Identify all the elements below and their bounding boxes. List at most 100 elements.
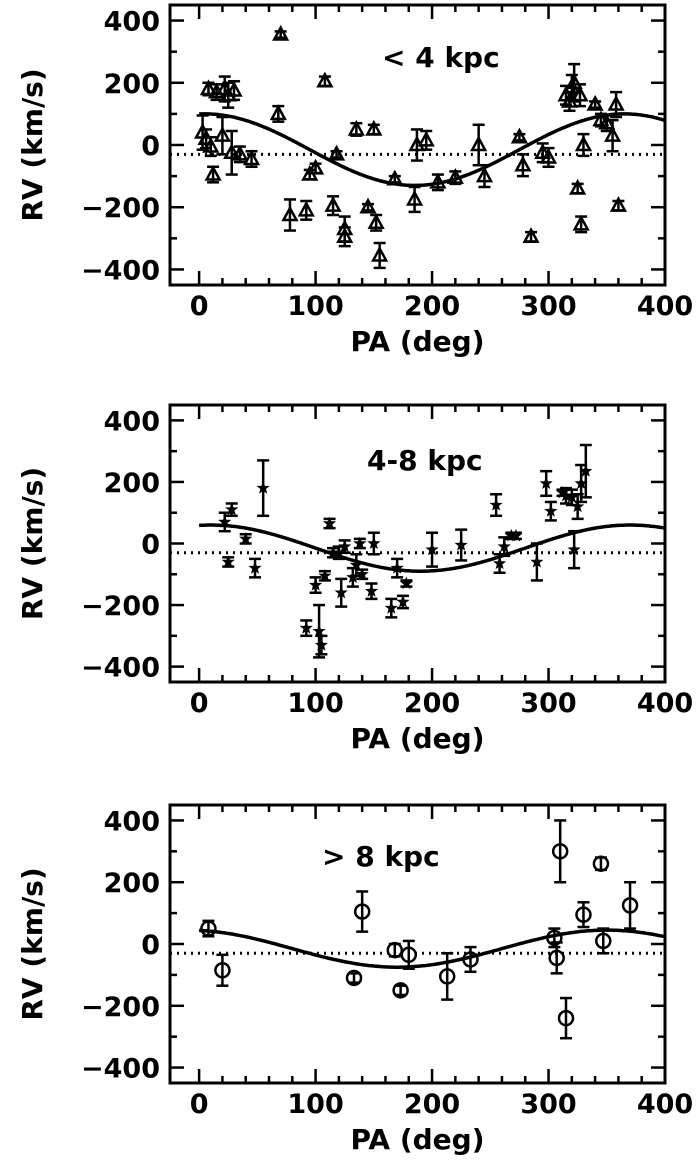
panel-1: 0 100 200 300 400 400 200 0 −200 −400 PA (deg) RV (… (16, 3, 693, 358)
star-marker (493, 556, 507, 570)
data-point (281, 198, 299, 232)
triangle-marker (204, 164, 222, 181)
data-point (609, 196, 628, 212)
data-point (574, 132, 593, 158)
x-tick-label: 0 (190, 688, 209, 719)
star-marker (367, 536, 381, 550)
star-marker (571, 499, 585, 513)
triangle-marker (586, 94, 604, 111)
data-point (497, 536, 511, 558)
circle-marker (557, 1009, 575, 1027)
triangle-marker (272, 24, 290, 41)
triangle-marker (510, 127, 529, 144)
data-point (353, 536, 367, 550)
data-point (248, 557, 262, 579)
data-point (202, 135, 220, 158)
star-marker (225, 502, 239, 516)
data-point (338, 539, 352, 554)
data-point (231, 144, 249, 164)
circle-marker (548, 949, 565, 967)
data-point (530, 542, 544, 582)
star-marker (338, 539, 352, 553)
triangle-marker (231, 144, 249, 161)
data-point (565, 62, 583, 103)
y-tick-label: 0 (141, 530, 160, 561)
circle-marker (400, 946, 418, 964)
data-point (429, 172, 447, 192)
data-point (522, 227, 540, 244)
y-axis-title: RV (km/s) (16, 68, 49, 221)
data-point (571, 83, 589, 108)
y-tick-label: 200 (104, 69, 160, 100)
star-marker (399, 576, 414, 590)
rotation-model-curve (199, 928, 665, 969)
circle-marker (575, 906, 592, 923)
data-point (557, 996, 575, 1040)
x-tick-label: 200 (404, 1089, 460, 1120)
data-point (571, 493, 585, 521)
data-point (462, 945, 479, 974)
data-point (569, 178, 587, 195)
star-marker (353, 536, 367, 550)
circle-marker (392, 982, 409, 999)
data-point (544, 500, 558, 522)
star-marker (425, 542, 439, 556)
star-marker (309, 578, 323, 591)
star-marker (239, 531, 253, 545)
y-axis-title: RV (km/s) (16, 467, 49, 620)
y-tick-label: −200 (81, 591, 160, 622)
x-tick-label: 200 (404, 688, 460, 719)
triangle-marker (225, 80, 243, 97)
data-point (548, 941, 565, 975)
data-point (204, 164, 222, 184)
data-point (509, 528, 523, 542)
data-point (347, 119, 365, 137)
y-tick-label: 400 (104, 7, 160, 38)
data-point (579, 443, 593, 499)
star-marker (218, 515, 232, 528)
triangle-marker (574, 135, 593, 152)
star-marker (248, 561, 262, 574)
circle-marker (462, 951, 479, 968)
data-point (371, 241, 389, 270)
star-marker (299, 621, 313, 634)
data-point (475, 163, 494, 189)
triangle-marker (475, 166, 494, 183)
star-marker (256, 481, 270, 494)
panel-3: 0 100 200 300 400 400 200 0 −200 −400 PA (deg) RV (… (16, 803, 693, 1156)
data-point (353, 890, 371, 933)
x-tick-label: 300 (520, 688, 576, 719)
data-point (607, 90, 625, 119)
circle-marker (386, 941, 404, 959)
x-tick-label: 300 (520, 291, 576, 322)
star-marker (318, 568, 332, 582)
data-point (242, 149, 261, 169)
data-point (239, 531, 253, 545)
triangle-marker (572, 214, 590, 231)
data-point (269, 104, 287, 123)
triangle-marker (405, 189, 424, 206)
data-point (364, 582, 379, 601)
distance-bin-label: 4-8 kpc (367, 444, 483, 477)
star-marker (349, 558, 363, 571)
data-point (386, 941, 404, 959)
circle-marker (592, 855, 610, 872)
x-axis-title: PA (deg) (350, 722, 484, 755)
data-point (355, 567, 369, 581)
y-tick-label: −400 (81, 653, 160, 684)
circle-marker (551, 843, 569, 860)
circle-marker (595, 932, 612, 950)
triangle-marker (386, 169, 404, 186)
data-point (572, 214, 590, 234)
star-marker (579, 464, 593, 477)
data-point (595, 927, 612, 955)
y-tick-label: 400 (104, 806, 160, 837)
data-point (392, 982, 409, 999)
y-axis-title: RV (km/s) (16, 867, 49, 1020)
y-tick-label: −200 (81, 992, 160, 1023)
distance-bin-label: < 4 kpc (382, 41, 500, 74)
data-point (390, 557, 404, 579)
data-point (309, 576, 323, 594)
x-axis-title: PA (deg) (350, 1123, 484, 1156)
panel-2: 0 100 200 300 400 400 200 0 −200 −400 PA (deg) RV (… (16, 403, 693, 755)
